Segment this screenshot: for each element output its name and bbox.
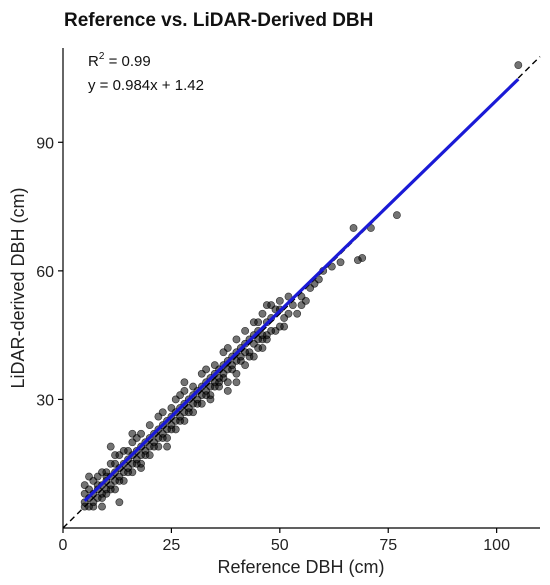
data-point xyxy=(223,378,232,387)
y-tick-label: 30 xyxy=(36,392,54,409)
data-point xyxy=(392,211,401,220)
data-point xyxy=(271,326,280,335)
data-point xyxy=(514,61,523,70)
data-point xyxy=(98,502,106,511)
data-point xyxy=(232,335,241,344)
fit-line xyxy=(83,77,520,502)
x-tick-label: 0 xyxy=(59,537,68,554)
chart-title: Reference vs. LiDAR-Derived DBH xyxy=(64,10,373,31)
data-point xyxy=(137,464,145,472)
r2-prefix: R xyxy=(88,53,99,70)
data-point xyxy=(119,446,128,455)
data-point xyxy=(80,489,89,498)
data-point xyxy=(189,382,197,391)
x-tick-label: 100 xyxy=(483,537,510,554)
data-point xyxy=(137,429,145,438)
data-point xyxy=(249,318,258,327)
data-point xyxy=(154,442,163,451)
y-tick-label: 90 xyxy=(36,135,54,152)
data-point xyxy=(284,309,293,318)
data-point xyxy=(258,309,267,318)
points-group xyxy=(80,61,523,511)
data-point xyxy=(288,301,297,310)
data-point xyxy=(102,489,111,498)
data-point xyxy=(349,224,358,232)
x-tick-label: 25 xyxy=(163,537,181,554)
tick-group: 0 25 50 75 100 30 60 90 xyxy=(36,135,510,554)
data-point xyxy=(297,301,306,310)
data-point xyxy=(223,386,232,395)
data-point xyxy=(306,284,315,292)
data-point xyxy=(267,301,276,310)
data-point xyxy=(111,485,119,494)
data-point xyxy=(128,468,137,477)
x-tick-label: 75 xyxy=(379,537,397,554)
data-point xyxy=(180,378,189,387)
data-point xyxy=(119,476,128,485)
r-squared-annotation: R2 = 0.99 xyxy=(88,51,151,70)
equation-annotation: y = 0.984x + 1.42 xyxy=(88,77,204,94)
data-point xyxy=(128,429,137,438)
data-point xyxy=(336,258,345,267)
x-tick-label: 50 xyxy=(271,537,289,554)
x-axis-title: Reference DBH (cm) xyxy=(217,557,384,577)
axes xyxy=(62,48,540,529)
data-point xyxy=(249,352,258,361)
data-point xyxy=(215,378,224,387)
data-point xyxy=(258,344,267,352)
y-tick-label: 60 xyxy=(36,264,54,281)
data-point xyxy=(262,335,271,344)
data-point xyxy=(206,395,215,404)
data-point xyxy=(145,451,154,460)
data-point xyxy=(210,361,219,370)
data-point xyxy=(241,326,250,335)
data-point xyxy=(128,438,137,447)
y-axis-title: LiDAR-derived DBH (cm) xyxy=(8,187,28,388)
data-point xyxy=(202,365,210,374)
data-point xyxy=(293,309,302,318)
data-point xyxy=(171,425,180,434)
data-point xyxy=(158,408,167,417)
data-point xyxy=(232,378,241,387)
data-point xyxy=(171,395,180,404)
data-point xyxy=(89,502,98,511)
data-point xyxy=(115,498,124,507)
data-point xyxy=(275,296,284,305)
data-point xyxy=(163,442,171,451)
data-point xyxy=(180,416,189,425)
data-point xyxy=(284,292,293,301)
data-point xyxy=(327,262,336,271)
data-point xyxy=(223,344,232,352)
data-point xyxy=(189,408,197,417)
data-point xyxy=(353,256,362,265)
data-point xyxy=(167,404,176,412)
data-point xyxy=(180,386,189,395)
data-point xyxy=(163,434,171,442)
data-point xyxy=(111,459,119,468)
r2-superscript: 2 xyxy=(99,51,105,62)
data-point xyxy=(197,399,206,408)
r2-value: = 0.99 xyxy=(104,53,150,70)
data-point xyxy=(145,421,154,430)
data-point xyxy=(314,275,323,284)
data-point xyxy=(106,442,115,451)
data-point xyxy=(241,361,250,370)
data-point xyxy=(232,369,241,378)
data-point xyxy=(280,322,289,331)
